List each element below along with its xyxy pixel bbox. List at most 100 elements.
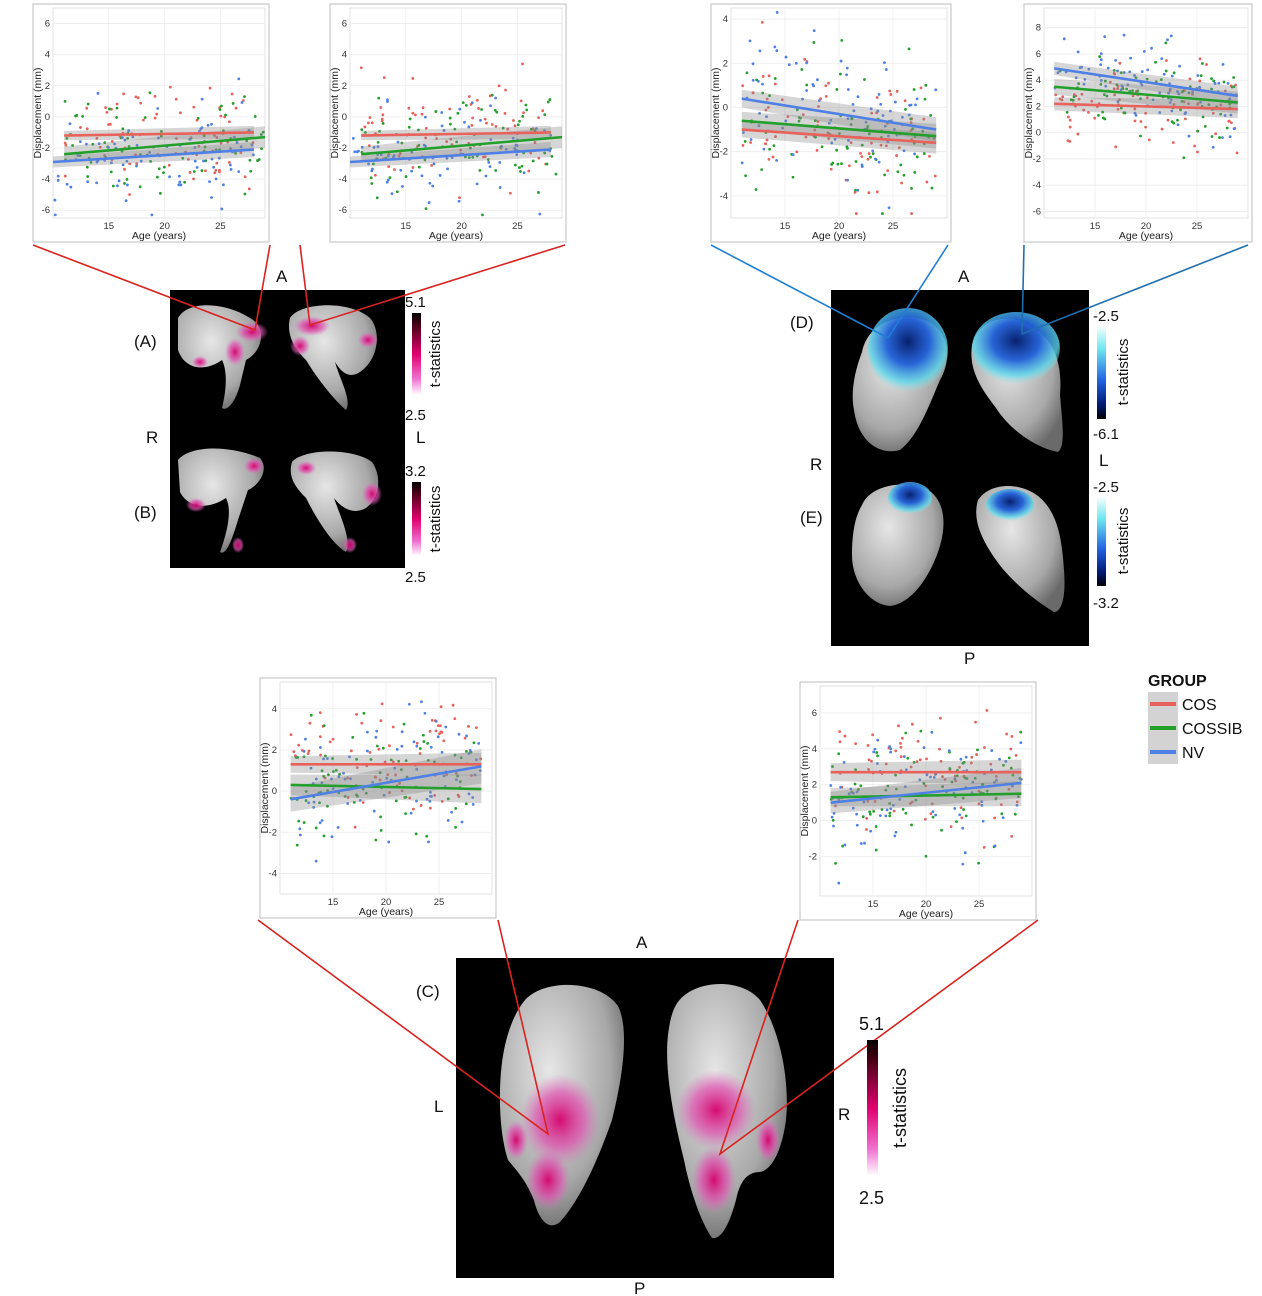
point-nv (195, 166, 199, 169)
point-nv (229, 168, 233, 171)
point-nv (357, 149, 360, 153)
point-cossib (529, 127, 533, 131)
point-nv (471, 802, 475, 806)
point-cossib (835, 88, 839, 91)
point-cos (412, 807, 415, 811)
point-cossib (1102, 93, 1106, 97)
point-cossib (423, 158, 427, 162)
point-cossib (404, 812, 408, 816)
point-nv (876, 109, 880, 113)
point-nv (440, 111, 444, 114)
point-nv (845, 66, 849, 70)
point-cos (866, 157, 870, 161)
x-tick-label: 25 (888, 221, 899, 232)
point-cossib (417, 165, 421, 169)
point-cos (866, 799, 870, 803)
point-cos (749, 141, 752, 144)
point-cossib (162, 171, 165, 174)
point-cossib (126, 136, 130, 140)
point-nv (393, 766, 397, 770)
point-cossib (973, 776, 977, 780)
point-cos (870, 111, 874, 115)
point-cos (1054, 93, 1058, 97)
point-cos (167, 163, 171, 167)
point-cossib (921, 129, 925, 133)
point-nv (113, 142, 116, 146)
point-nv (751, 62, 755, 66)
point-cos (153, 94, 157, 98)
point-nv (1099, 63, 1103, 67)
point-cos (1005, 732, 1009, 736)
point-nv (894, 100, 897, 104)
point-cos (894, 749, 898, 753)
point-cos (767, 105, 770, 109)
point-cos (361, 801, 365, 804)
point-cos (386, 773, 390, 777)
point-cos (824, 84, 828, 88)
point-nv (1080, 65, 1083, 69)
point-cossib (469, 146, 472, 150)
y-tick-label: -2 (809, 852, 817, 863)
point-cossib (860, 143, 864, 147)
point-nv (156, 107, 160, 110)
point-cossib (772, 144, 776, 148)
point-cossib (148, 91, 152, 95)
point-cossib (338, 773, 341, 776)
ci-band-nv (830, 767, 1022, 814)
point-nv (953, 777, 957, 781)
point-cossib (115, 106, 119, 110)
point-cossib (434, 110, 438, 113)
point-cossib (913, 170, 917, 174)
point-nv (893, 834, 897, 838)
point-cos (803, 57, 807, 61)
colorbar-gradient (867, 1040, 878, 1176)
point-nv (428, 181, 432, 185)
point-cossib (417, 128, 420, 132)
point-nv (871, 149, 875, 153)
point-cos (388, 791, 391, 794)
point-cos (64, 143, 68, 147)
point-nv (392, 154, 396, 157)
fit-line-cossib (830, 792, 1022, 799)
point-cossib (364, 791, 368, 795)
point-cossib (516, 123, 520, 127)
point-cos (387, 165, 391, 169)
point-nv (886, 140, 890, 144)
point-cos (916, 739, 920, 743)
point-nv (312, 800, 316, 804)
point-nv (839, 59, 843, 63)
point-nv (217, 156, 221, 160)
colorbar-max-label: 5.1 (859, 1014, 884, 1034)
point-nv (889, 747, 893, 751)
point-nv (467, 125, 471, 129)
point-nv (450, 810, 453, 814)
point-cossib (1196, 129, 1200, 133)
point-nv (893, 127, 896, 131)
fit-line-nv (830, 781, 1022, 804)
point-nv (96, 91, 100, 95)
point-cossib (65, 136, 69, 140)
point-cossib (448, 122, 452, 126)
point-cossib (249, 169, 253, 173)
point-cos (79, 126, 82, 129)
point-cos (477, 107, 480, 110)
point-cossib (1099, 82, 1103, 86)
point-cos (289, 733, 293, 737)
point-cos (155, 112, 159, 116)
point-nv (444, 725, 448, 729)
point-nv (436, 735, 440, 739)
point-nv (314, 859, 318, 863)
point-cos (388, 744, 391, 748)
point-cossib (1136, 89, 1140, 93)
point-cos (445, 773, 448, 777)
point-cos (353, 825, 357, 829)
point-cos (1068, 140, 1072, 143)
point-cos (975, 753, 978, 756)
point-nv (484, 174, 488, 178)
point-cossib (115, 116, 118, 119)
x-tick-label: 15 (1090, 221, 1101, 232)
y-tick-label: -2 (339, 143, 347, 154)
point-nv (756, 79, 760, 83)
point-nv (365, 749, 369, 753)
point-cos (408, 796, 412, 800)
